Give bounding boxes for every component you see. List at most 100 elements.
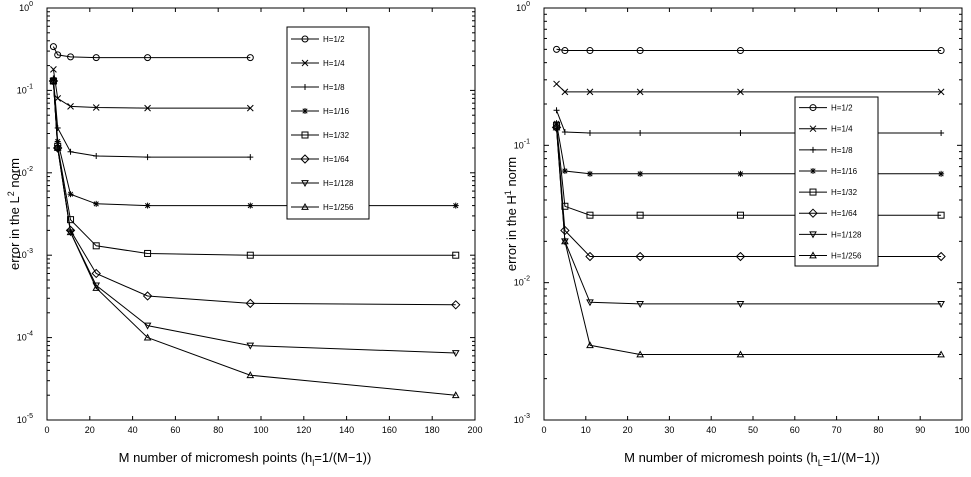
- series-line: [52, 80, 456, 306]
- marker-diamond: [635, 251, 645, 262]
- x-tick-label: 100: [954, 425, 969, 435]
- x-tick-label: 90: [915, 425, 925, 435]
- y-axis-label: error in the L2 norm: [6, 158, 22, 270]
- marker-circle: [67, 53, 75, 61]
- marker-circle: [561, 47, 569, 55]
- series-H=1/128: [552, 124, 945, 308]
- marker-star: [587, 171, 593, 177]
- series-H=1/64: [48, 76, 461, 310]
- legend-entry: H=1/64: [799, 208, 858, 218]
- series-H=1/4: [553, 80, 945, 96]
- marker-x: [809, 125, 817, 133]
- marker-triangle-down: [636, 301, 644, 308]
- legend-label: H=1/2: [323, 35, 345, 44]
- marker-square: [937, 211, 945, 219]
- marker-triangle-up: [636, 350, 644, 358]
- legend-label: H=1/8: [831, 146, 853, 155]
- marker-triangle-up: [937, 350, 945, 358]
- marker-diamond: [245, 298, 256, 309]
- legend-entry: H=1/128: [799, 230, 862, 239]
- marker-triangle-down: [937, 301, 945, 308]
- x-tick-label: 20: [85, 425, 95, 435]
- x-tick-label: 120: [296, 425, 311, 435]
- legend-entry: H=1/256: [291, 202, 354, 212]
- series-line: [556, 110, 942, 134]
- x-tick-label: 160: [382, 425, 397, 435]
- marker-star: [93, 201, 99, 207]
- marker-star: [938, 171, 944, 177]
- marker-circle: [92, 54, 100, 62]
- marker-x: [737, 88, 744, 96]
- x-tick-label: 50: [748, 425, 758, 435]
- legend-label: H=1/64: [831, 209, 858, 218]
- chart-panel-2: 0 10 20 30 40 50 60 70 80 90 100 10-3 10-2 10-1 100 H=1…: [503, 1, 970, 468]
- legend: H=1/2 H=1/4 H=1/8 H=1/16 H=1/32 H=1/64 H=1/128…: [286, 26, 370, 220]
- x-tick-label: 60: [170, 425, 180, 435]
- plot-frame: [543, 7, 963, 421]
- series-H=1/8: [553, 107, 945, 136]
- marker-circle: [636, 47, 644, 55]
- marker-square: [809, 188, 817, 196]
- legend-label: H=1/32: [831, 188, 858, 197]
- marker-star: [144, 202, 151, 209]
- legend-entry: H=1/64: [291, 154, 350, 164]
- legend-label: H=1/4: [323, 59, 345, 68]
- y-tick-label: 10-2: [514, 276, 530, 288]
- marker-circle: [144, 54, 152, 62]
- y-tick-label: 10-4: [17, 331, 33, 343]
- y-tick-label: 10-3: [17, 248, 33, 260]
- marker-circle: [301, 35, 309, 43]
- series-H=1/2: [553, 45, 945, 55]
- marker-diamond: [808, 208, 818, 218]
- marker-square: [736, 211, 744, 219]
- marker-circle: [553, 45, 561, 53]
- marker-triangle-up: [736, 350, 745, 358]
- y-axis-label: error in the H1 norm: [503, 157, 519, 271]
- series-line: [556, 48, 942, 51]
- marker-diamond: [936, 251, 946, 262]
- legend-entry: H=1/4: [291, 59, 345, 68]
- marker-x: [301, 59, 309, 67]
- marker-x: [144, 104, 151, 112]
- marker-triangle-up: [809, 251, 817, 259]
- x-tick-label: 0: [44, 425, 49, 435]
- legend: H=1/2 H=1/4 H=1/8 H=1/16 H=1/32 H=1/64 H=1/128…: [794, 96, 879, 267]
- marker-square: [67, 216, 75, 224]
- marker-circle: [54, 51, 62, 59]
- legend-label: H=1/32: [323, 131, 350, 140]
- series-line: [52, 46, 251, 59]
- marker-triangle-up: [301, 202, 309, 210]
- marker-circle: [937, 47, 945, 55]
- series-H=1/8: [50, 75, 254, 161]
- y-tick-label: 10-5: [17, 413, 33, 425]
- series-line: [52, 80, 456, 354]
- plot-frame: [46, 7, 476, 421]
- legend-label: H=1/256: [831, 251, 862, 260]
- x-tick-label: 70: [832, 425, 842, 435]
- y-tick-label: 10-1: [17, 83, 33, 95]
- marker-x: [553, 80, 560, 88]
- legend-label: H=1/16: [323, 107, 350, 116]
- series-H=1/2: [49, 43, 254, 62]
- x-tick-label: 80: [213, 425, 223, 435]
- legend-label: H=1/16: [831, 167, 858, 176]
- marker-diamond: [735, 251, 746, 262]
- marker-star: [453, 202, 459, 209]
- x-tick-label: 0: [541, 425, 546, 435]
- series-H=1/64: [551, 122, 946, 262]
- legend-entry: H=1/16: [799, 167, 858, 176]
- marker-triangle-down: [809, 231, 817, 239]
- series-line: [556, 127, 942, 257]
- x-axis-label: M number of micromesh points (hl=1/(M−1)…: [119, 450, 372, 468]
- series-H=1/256: [49, 76, 460, 399]
- y-tick-label: 10-2: [17, 166, 33, 178]
- series-H=1/16: [50, 76, 459, 209]
- marker-square: [92, 242, 100, 250]
- legend-entry: H=1/4: [799, 125, 853, 134]
- series-line: [556, 123, 942, 175]
- x-tick-label: 200: [467, 425, 482, 435]
- marker-triangle-up: [246, 371, 255, 379]
- marker-square: [586, 211, 594, 219]
- series-H=1/32: [49, 77, 460, 259]
